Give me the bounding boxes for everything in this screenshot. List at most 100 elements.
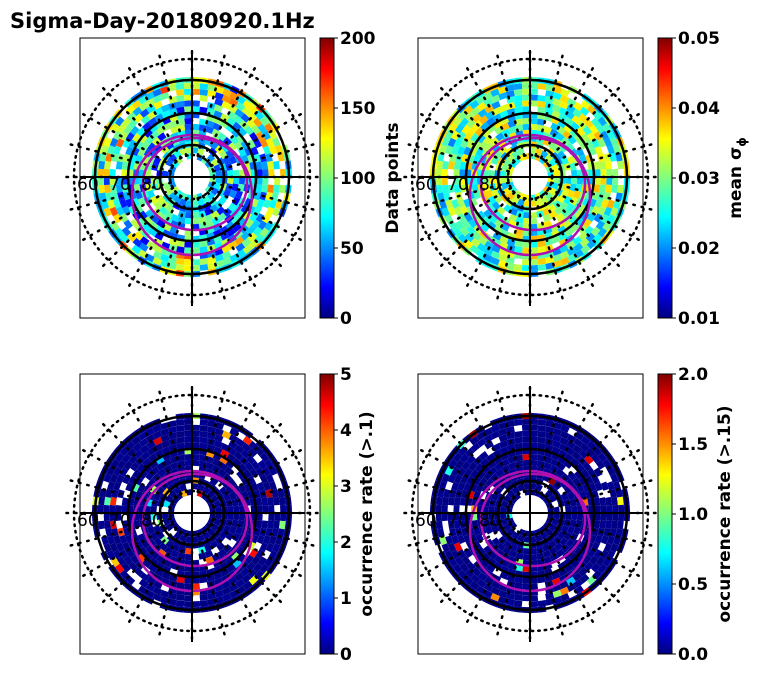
- bin: [175, 425, 185, 432]
- bin: [234, 236, 245, 246]
- bin: [153, 156, 162, 165]
- bin: [453, 177, 460, 186]
- bin: [261, 520, 269, 529]
- bin: [121, 184, 129, 193]
- bin: [468, 218, 478, 229]
- bin: [219, 455, 229, 465]
- ring-label-70: 70: [109, 175, 131, 195]
- bin: [176, 246, 185, 254]
- bin: [151, 472, 162, 483]
- bin: [576, 513, 584, 521]
- bin: [154, 231, 164, 241]
- bin: [476, 469, 486, 480]
- bin: [612, 480, 621, 491]
- bin: [557, 561, 567, 571]
- bin: [610, 207, 619, 217]
- bin: [262, 213, 272, 224]
- bin: [579, 442, 590, 453]
- bin: [113, 481, 122, 491]
- bin: [255, 549, 265, 559]
- bin: [192, 247, 201, 254]
- bin: [197, 484, 205, 492]
- bin: [155, 455, 165, 465]
- bin: [582, 218, 592, 229]
- bin: [484, 440, 494, 450]
- bin: [139, 444, 150, 454]
- mlt-dotted-line: [416, 110, 513, 168]
- bin: [514, 454, 524, 462]
- bin: [496, 206, 506, 216]
- mlt-dotted-line: [196, 197, 227, 304]
- bin: [157, 132, 167, 142]
- bin: [580, 244, 591, 255]
- bin: [183, 100, 192, 107]
- bin: [543, 462, 553, 470]
- bin: [185, 536, 192, 543]
- bin: [454, 220, 465, 231]
- bin: [103, 543, 112, 553]
- bin: [192, 483, 199, 490]
- bin: [530, 442, 538, 449]
- mlt-dotted-line: [403, 478, 510, 509]
- bin: [153, 143, 163, 153]
- bin: [483, 433, 494, 443]
- bin: [535, 534, 543, 542]
- bin: [435, 168, 443, 177]
- mlt-dotted-line: [550, 142, 657, 173]
- bin: [162, 513, 169, 520]
- bin: [600, 168, 607, 177]
- bin: [575, 126, 586, 137]
- bin: [481, 216, 491, 226]
- bin: [530, 241, 538, 248]
- bin: [500, 170, 507, 177]
- bin: [471, 231, 482, 241]
- bin: [109, 542, 119, 553]
- panel-occurrence-rate-01: 60 70 80 0 1 2 3 4 5 occurrence rate (>.1): [60, 365, 377, 665]
- bin: [228, 491, 237, 501]
- bin: [552, 253, 562, 262]
- bin: [535, 148, 543, 156]
- bin: [199, 594, 209, 601]
- colorbar-tick-label: 0: [340, 645, 352, 665]
- bin: [564, 453, 575, 463]
- bin: [241, 106, 252, 117]
- bin: [160, 440, 171, 449]
- bin: [256, 513, 263, 521]
- bin: [482, 505, 490, 513]
- bin: [214, 86, 225, 95]
- bin: [232, 177, 240, 185]
- bin: [574, 210, 584, 221]
- bin: [554, 206, 564, 216]
- bin: [573, 526, 581, 536]
- bin: [192, 459, 200, 467]
- bin: [240, 476, 250, 486]
- bin: [268, 168, 275, 177]
- bin: [236, 469, 246, 480]
- bin: [130, 461, 140, 472]
- bin: [535, 198, 543, 206]
- bin: [192, 241, 200, 248]
- bin: [612, 504, 619, 513]
- bin: [259, 227, 270, 238]
- bin: [130, 218, 140, 229]
- bin: [578, 231, 589, 241]
- bin: [256, 198, 265, 209]
- bin: [491, 525, 500, 534]
- bin: [481, 552, 491, 562]
- bin: [464, 568, 475, 579]
- bin: [112, 213, 122, 224]
- bin: [101, 535, 110, 546]
- bin: [611, 496, 618, 506]
- bin: [231, 196, 241, 206]
- bin: [109, 504, 116, 513]
- bin: [232, 121, 243, 132]
- bin: [559, 580, 569, 590]
- bin: [226, 563, 237, 573]
- bin: [537, 599, 547, 607]
- bin: [211, 552, 221, 562]
- bin: [132, 237, 143, 248]
- bin: [489, 207, 500, 218]
- colorbar-tick-label: 1: [340, 589, 352, 609]
- bin: [139, 108, 150, 118]
- bin: [530, 548, 538, 555]
